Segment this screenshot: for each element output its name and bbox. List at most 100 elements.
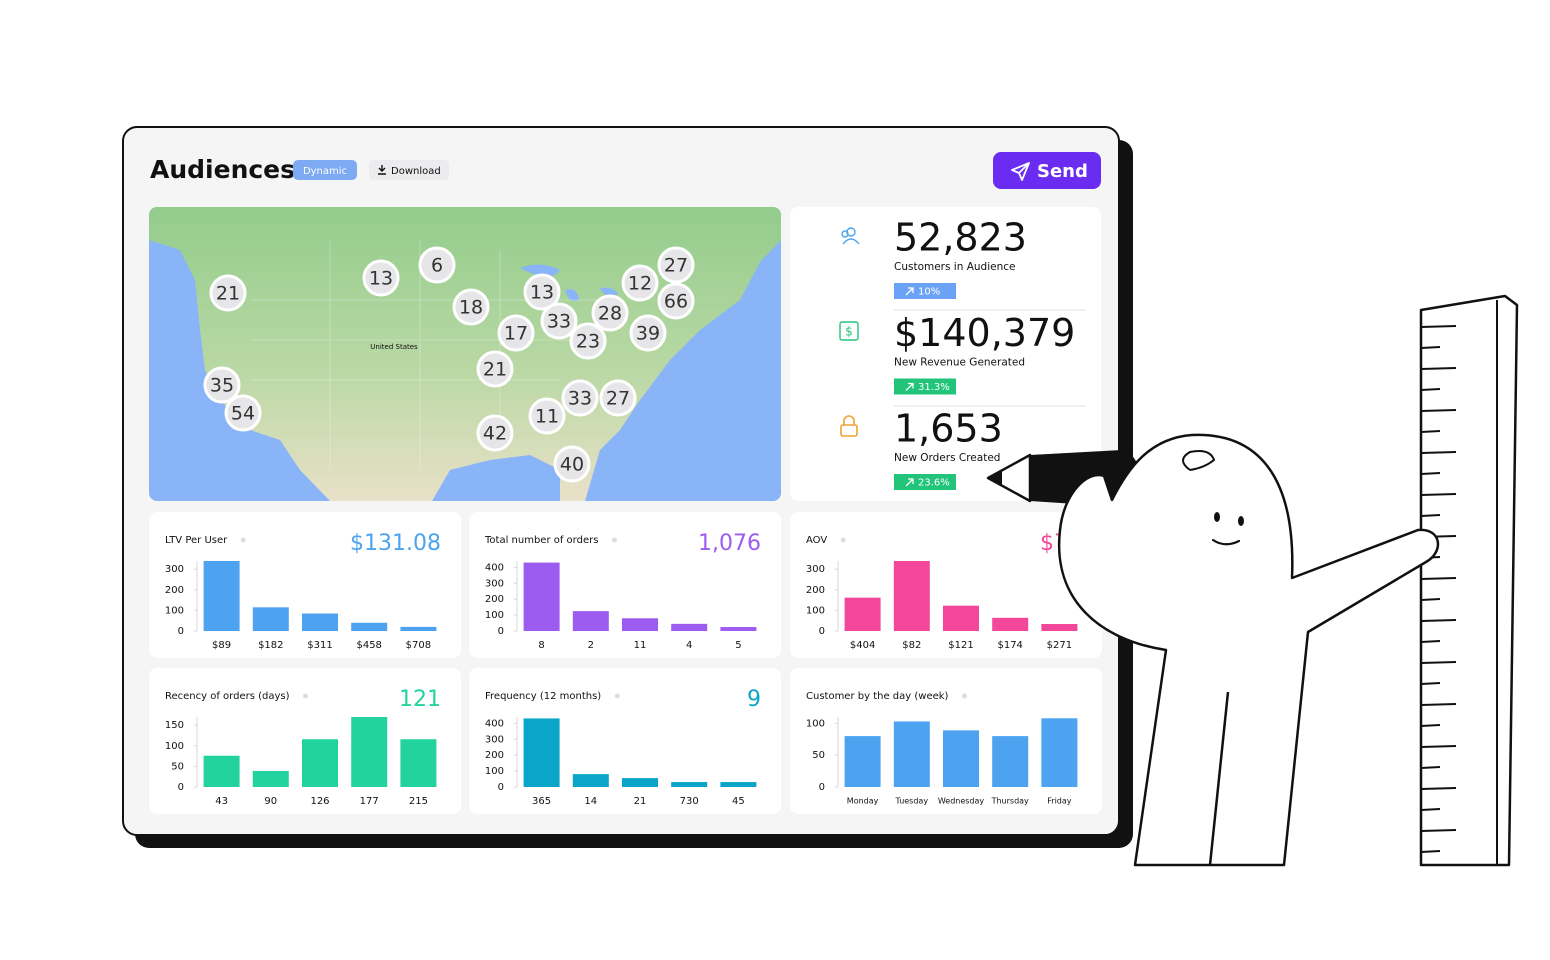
stat-value: 1,653 bbox=[894, 407, 1003, 451]
x-tick-label: $182 bbox=[258, 640, 283, 651]
bar bbox=[203, 755, 240, 787]
badge bbox=[293, 160, 357, 180]
bar bbox=[351, 717, 388, 787]
bar bbox=[671, 782, 708, 787]
bar bbox=[572, 774, 609, 787]
chart-total: $131.08 bbox=[350, 531, 441, 556]
ruler-tick bbox=[1420, 703, 1457, 706]
cluster bbox=[476, 414, 514, 452]
cluster bbox=[621, 264, 659, 302]
x-tick-label: Thursday bbox=[991, 797, 1029, 806]
page-title: Audiences bbox=[150, 155, 295, 184]
cluster-count: 17 bbox=[504, 323, 528, 345]
y-tick-label: 200 bbox=[806, 585, 825, 596]
cluster bbox=[657, 282, 695, 320]
bar bbox=[943, 605, 979, 631]
arrow-icon bbox=[905, 478, 914, 487]
bar bbox=[400, 626, 437, 631]
download-icon bbox=[378, 165, 386, 175]
y-tick-label: 300 bbox=[485, 734, 504, 745]
x-tick-label: 45 bbox=[732, 796, 745, 807]
cluster bbox=[203, 366, 241, 404]
y-tick-label: 0 bbox=[178, 626, 184, 637]
cluster-count: 28 bbox=[598, 303, 622, 325]
cluster bbox=[599, 379, 637, 417]
chart-card: LTV Per User $131.08 0 100 200 300 $89 $182 $311… bbox=[149, 512, 461, 658]
cluster-count: 66 bbox=[664, 291, 688, 313]
y-tick-label: 50 bbox=[171, 761, 184, 772]
stat-change-text: 31.3% bbox=[918, 382, 950, 393]
y-tick-label: 400 bbox=[485, 718, 504, 729]
cluster bbox=[553, 445, 591, 483]
ruler-tick bbox=[1420, 493, 1457, 496]
cluster-count: 27 bbox=[606, 388, 630, 410]
cluster-count: 13 bbox=[530, 282, 554, 304]
send-button[interactable] bbox=[993, 152, 1101, 189]
icon-revenue: $ bbox=[839, 321, 859, 341]
icon-orders bbox=[840, 415, 858, 437]
ruler-tick bbox=[1420, 325, 1457, 328]
ruler-tick bbox=[1420, 367, 1457, 370]
ruler-tick bbox=[1420, 787, 1457, 790]
ruler-tick bbox=[1420, 766, 1441, 769]
y-tick-label: 300 bbox=[165, 564, 184, 575]
ruler-tick bbox=[1420, 409, 1457, 412]
cluster bbox=[224, 394, 262, 432]
cluster bbox=[452, 288, 490, 326]
y-tick-label: 200 bbox=[485, 594, 504, 605]
x-tick-label: Wednesday bbox=[938, 797, 985, 806]
y-tick-label: 0 bbox=[498, 782, 504, 793]
x-tick-label: $89 bbox=[212, 640, 231, 651]
cluster bbox=[523, 273, 561, 311]
y-tick-label: 50 bbox=[812, 750, 825, 761]
y-tick-label: 100 bbox=[485, 766, 504, 777]
ruler-tick bbox=[1420, 724, 1441, 727]
map-label: United States bbox=[370, 343, 418, 351]
chart-total: 121 bbox=[399, 687, 441, 712]
bar bbox=[844, 597, 881, 631]
stat-change-text: 10% bbox=[918, 287, 940, 298]
y-tick-label: 400 bbox=[485, 562, 504, 573]
svg-text:$: $ bbox=[845, 325, 853, 339]
cluster-count: 40 bbox=[560, 454, 584, 476]
y-tick-label: 100 bbox=[165, 741, 184, 752]
bar bbox=[622, 618, 658, 631]
borders bbox=[250, 240, 600, 470]
bar bbox=[844, 736, 881, 787]
y-tick-label: 100 bbox=[485, 610, 504, 621]
bar bbox=[572, 611, 609, 631]
y-tick-label: 200 bbox=[485, 750, 504, 761]
info-dot bbox=[961, 693, 967, 699]
chart-card: Recency of orders (days) 121 0 50 100 150 43 90… bbox=[149, 668, 461, 814]
info-dot bbox=[614, 693, 620, 699]
send-icon bbox=[1011, 162, 1030, 181]
cluster-count: 18 bbox=[459, 297, 483, 319]
x-tick-label: 2 bbox=[588, 640, 594, 651]
stat-value: $140,379 bbox=[894, 311, 1075, 355]
download-button[interactable] bbox=[369, 160, 449, 180]
bar bbox=[1041, 624, 1078, 631]
y-tick-label: 150 bbox=[165, 720, 184, 731]
cluster-count: 12 bbox=[628, 273, 652, 295]
send-text: Send bbox=[1037, 161, 1088, 182]
x-tick-label: 8 bbox=[538, 640, 544, 651]
x-tick-label: 215 bbox=[409, 796, 428, 807]
info-dot bbox=[303, 693, 309, 699]
lakes bbox=[520, 264, 618, 301]
stat-change bbox=[894, 283, 956, 299]
cluster-count: 21 bbox=[483, 359, 507, 381]
y-tick-label: 0 bbox=[819, 626, 825, 637]
y-tick-label: 300 bbox=[806, 564, 825, 575]
cluster bbox=[209, 274, 247, 312]
stats-card bbox=[790, 207, 1101, 501]
ruler-tick bbox=[1420, 745, 1457, 748]
bar bbox=[523, 718, 560, 787]
character bbox=[986, 433, 1440, 867]
cluster-count: 27 bbox=[664, 255, 688, 277]
y-tick-label: 100 bbox=[806, 605, 825, 616]
cluster-count: 6 bbox=[431, 255, 443, 277]
bar bbox=[622, 778, 658, 787]
bar bbox=[992, 617, 1029, 631]
bar bbox=[302, 613, 338, 631]
cluster-count: 13 bbox=[369, 268, 393, 290]
